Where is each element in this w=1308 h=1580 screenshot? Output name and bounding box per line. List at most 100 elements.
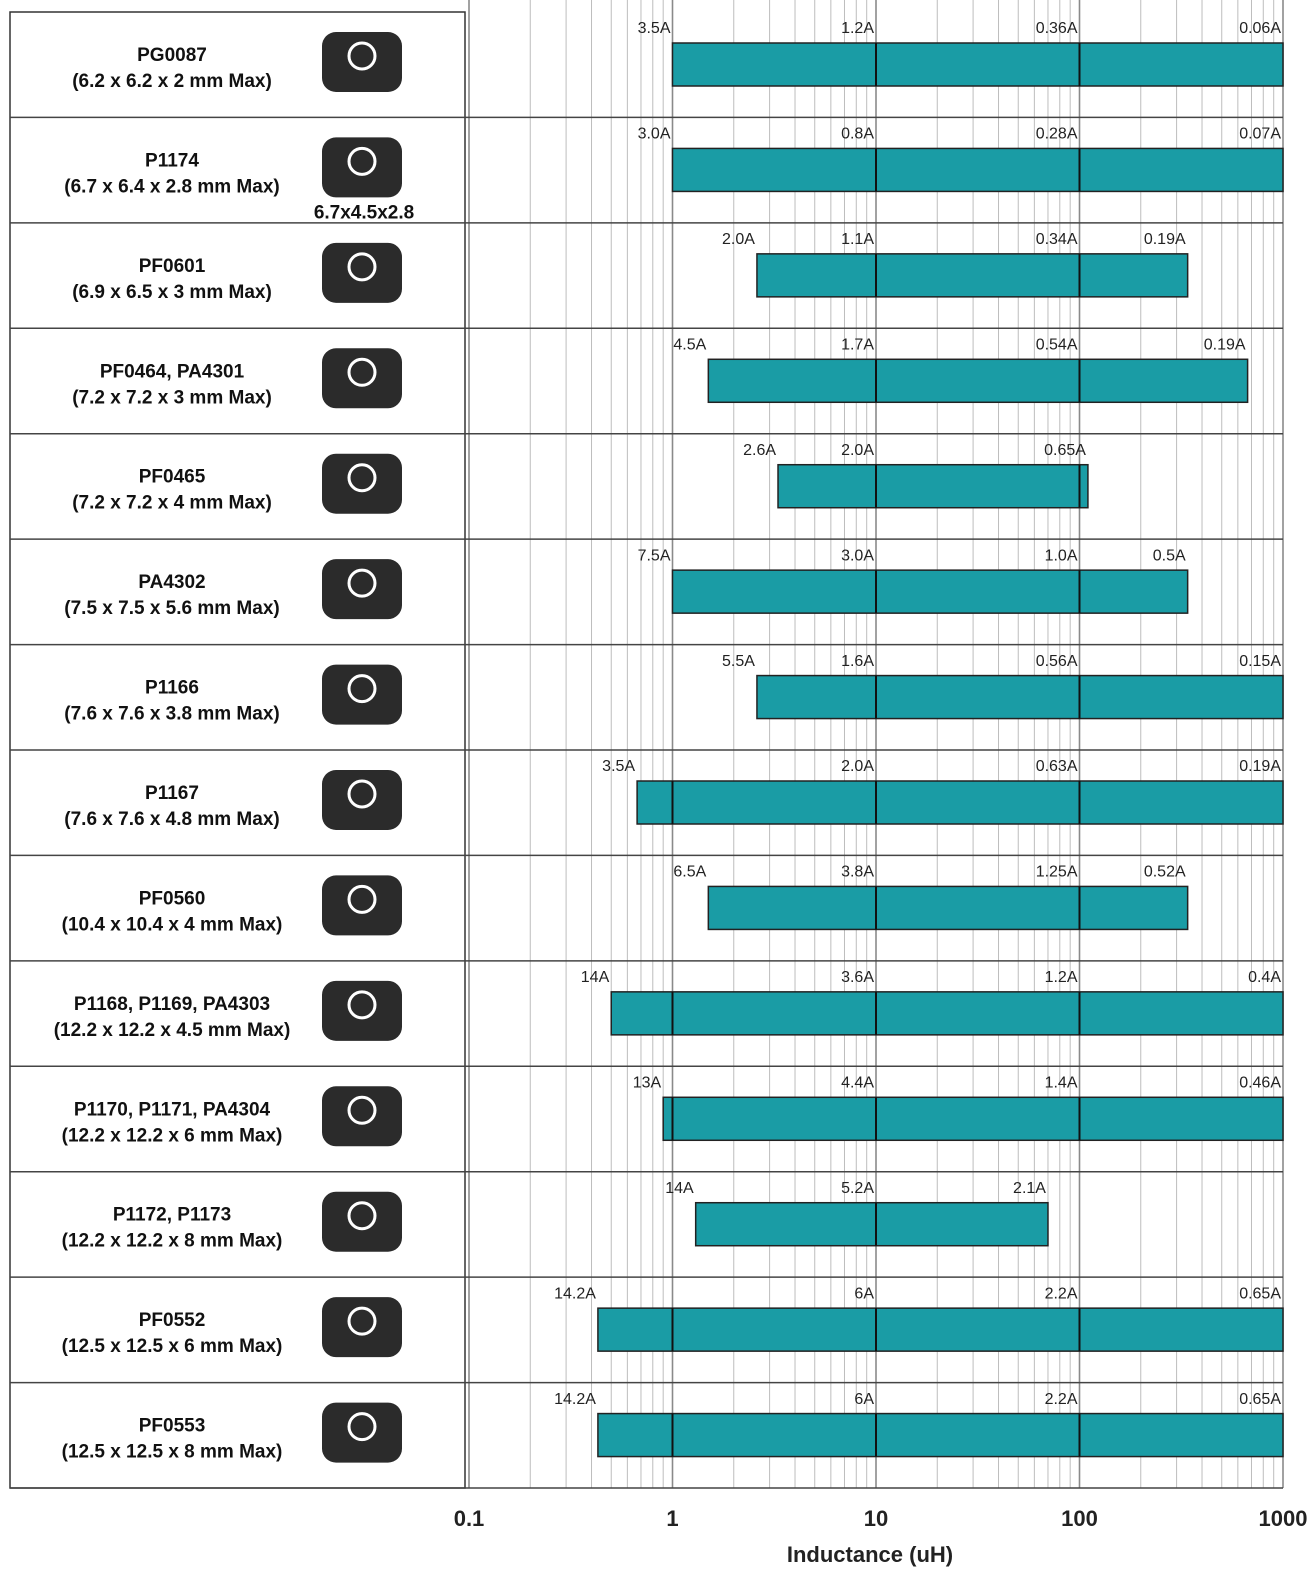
part-name: P1166 [145, 678, 199, 699]
part-size: (12.5 x 12.5 x 8 mm Max) [62, 1442, 283, 1463]
part-size: (12.5 x 12.5 x 6 mm Max) [62, 1336, 283, 1357]
current-label: 1.0A [1045, 547, 1078, 564]
current-label: 7.5A [638, 547, 671, 564]
part-name: PA4302 [138, 572, 205, 593]
product-logo [347, 1306, 377, 1336]
product-image [322, 1086, 402, 1147]
current-label: 14A [665, 1180, 694, 1197]
part-name: P1174 [145, 150, 199, 171]
range-bar [597, 1307, 1284, 1352]
range-bar [777, 463, 1089, 509]
current-label: 0.36A [1036, 20, 1078, 37]
current-label: 0.19A [1144, 231, 1186, 248]
range-bar [707, 358, 1249, 404]
current-label: 1.4A [1045, 1075, 1078, 1092]
range-bar [636, 780, 1284, 825]
range-bar [694, 1201, 1049, 1247]
x-tick-label: 0.1 [454, 1506, 485, 1531]
current-label: 0.19A [1204, 337, 1246, 354]
part-name: PF0560 [139, 888, 206, 909]
range-bar [597, 1412, 1284, 1458]
current-label: 2.6A [743, 442, 776, 459]
product-image [322, 664, 402, 725]
part-name: P1172, P1173 [113, 1205, 231, 1226]
product-logo [347, 568, 377, 598]
x-tick-label: 1 [666, 1506, 678, 1531]
part-size: (12.2 x 12.2 x 6 mm Max) [62, 1125, 283, 1146]
range-bar [671, 569, 1189, 614]
part-name: PF0601 [139, 256, 206, 277]
product-image [322, 242, 402, 303]
part-size: (6.7 x 6.4 x 2.8 mm Max) [64, 176, 279, 197]
current-label: 0.06A [1239, 20, 1281, 37]
current-label: 0.28A [1036, 126, 1078, 143]
part-note: 6.7x4.5x2.8 [314, 202, 414, 223]
current-label: 2.0A [841, 758, 874, 775]
product-image [322, 980, 402, 1041]
part-size: (7.6 x 7.6 x 3.8 mm Max) [64, 704, 279, 725]
current-label: 0.65A [1239, 1285, 1281, 1302]
current-label: 6A [854, 1391, 874, 1408]
range-bar [756, 253, 1189, 298]
current-label: 3.5A [602, 758, 635, 775]
current-label: 3.0A [638, 126, 671, 143]
current-label: 0.65A [1239, 1391, 1281, 1408]
x-axis-label: Inductance (uH) [787, 1542, 953, 1567]
current-label: 0.46A [1239, 1075, 1281, 1092]
current-label: 3.5A [638, 20, 671, 37]
part-size: (10.4 x 10.4 x 4 mm Max) [62, 914, 283, 935]
current-label: 1.1A [841, 231, 874, 248]
product-image [322, 453, 402, 514]
x-tick-label: 10 [864, 1506, 888, 1531]
current-label: 5.2A [841, 1180, 874, 1197]
current-label: 0.4A [1248, 969, 1281, 986]
product-logo [347, 884, 377, 914]
part-size: (6.2 x 6.2 x 2 mm Max) [72, 71, 272, 92]
product-image [322, 875, 402, 936]
part-name: PG0087 [137, 45, 207, 66]
product-image [322, 32, 402, 92]
current-label: 6.5A [673, 864, 706, 881]
product-logo [347, 357, 377, 387]
current-label: 1.7A [841, 337, 874, 354]
current-label: 5.5A [722, 653, 755, 670]
range-bar [662, 1096, 1284, 1142]
product-logo [347, 146, 377, 176]
part-name: P1167 [145, 783, 199, 804]
current-label: 0.63A [1036, 758, 1078, 775]
range-bar [610, 991, 1284, 1036]
product-logo [347, 252, 377, 282]
product-logo [347, 1095, 377, 1125]
part-size: (12.2 x 12.2 x 4.5 mm Max) [54, 1020, 291, 1041]
current-label: 4.5A [673, 337, 706, 354]
current-label: 1.25A [1036, 864, 1078, 881]
product-logo [347, 674, 377, 704]
current-label: 0.52A [1144, 864, 1186, 881]
part-size: (6.9 x 6.5 x 3 mm Max) [72, 282, 272, 303]
current-label: 2.1A [1013, 1180, 1046, 1197]
current-label: 4.4A [841, 1075, 874, 1092]
current-label: 1.2A [1045, 969, 1078, 986]
current-label: 0.56A [1036, 653, 1078, 670]
product-image [322, 1297, 402, 1358]
current-label: 0.19A [1239, 758, 1281, 775]
current-label: 0.34A [1036, 231, 1078, 248]
product-logo [347, 990, 377, 1020]
product-logo [347, 41, 377, 71]
current-label: 0.07A [1239, 126, 1281, 143]
current-label: 1.2A [841, 20, 874, 37]
x-tick-label: 100 [1061, 1506, 1098, 1531]
current-label: 0.8A [841, 126, 874, 143]
current-label: 0.15A [1239, 653, 1281, 670]
current-label: 3.0A [841, 547, 874, 564]
part-size: (12.2 x 12.2 x 8 mm Max) [62, 1231, 283, 1252]
range-bar [707, 885, 1189, 931]
current-label: 3.8A [841, 864, 874, 881]
product-logo [347, 1201, 377, 1231]
part-name: PF0553 [139, 1416, 206, 1437]
product-image [322, 559, 402, 620]
part-name: P1168, P1169, PA4303 [74, 994, 270, 1015]
current-label: 0.54A [1036, 337, 1078, 354]
